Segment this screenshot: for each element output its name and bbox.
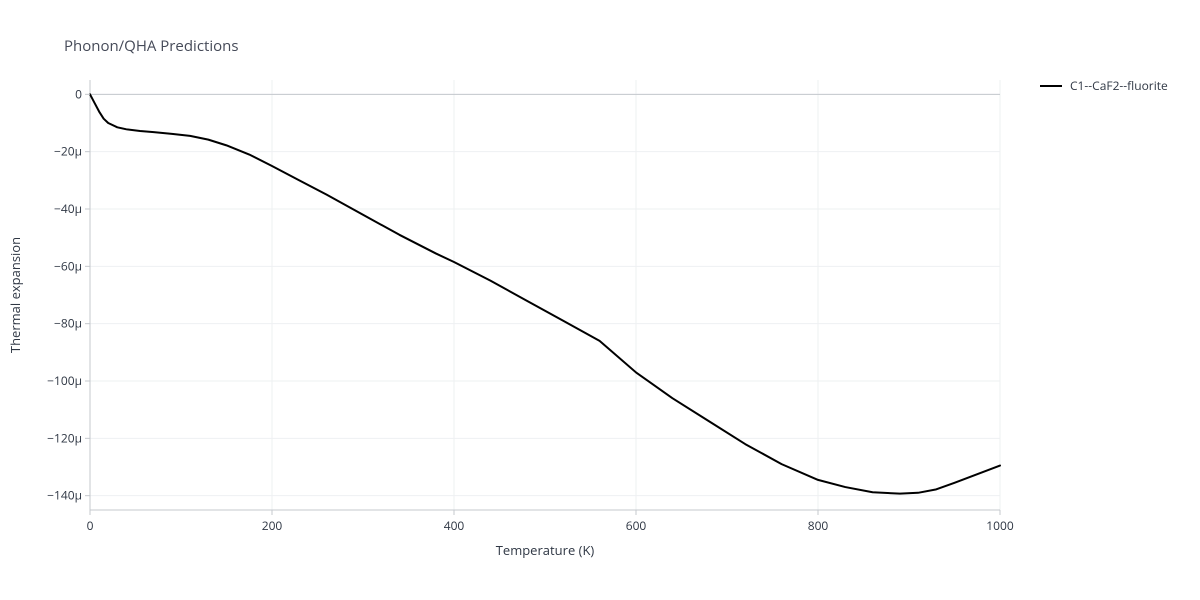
y-tick-label: −140μ — [47, 487, 82, 504]
chart-container: Phonon/QHA Predictions 0 200 400 600 800 1000… — [0, 0, 1200, 600]
y-tick-label: −120μ — [47, 429, 82, 446]
y-tick-label: 0 — [75, 85, 82, 102]
series-layer — [90, 94, 1000, 493]
legend-label: C1--CaF2--fluorite — [1070, 77, 1168, 94]
x-axis-label: Temperature (K) — [496, 541, 595, 559]
y-tick-label: −60μ — [54, 257, 82, 274]
y-tick-label: −40μ — [54, 200, 82, 217]
x-tick-label: 1000 — [986, 517, 1014, 534]
x-tick-label: 0 — [87, 517, 94, 534]
line-chart: 0 200 400 600 800 1000 0 −20μ −40μ −60μ −80μ −100μ −… — [0, 0, 1200, 600]
y-tick-label: −100μ — [47, 372, 82, 389]
y-tick-label: −20μ — [54, 143, 82, 160]
ticks-layer: 0 200 400 600 800 1000 0 −20μ −40μ −60μ −80μ −100μ −… — [47, 85, 1014, 534]
x-tick-label: 600 — [626, 517, 647, 534]
x-tick-label: 200 — [262, 517, 283, 534]
y-tick-label: −80μ — [54, 315, 82, 332]
labels-layer: Temperature (K) Thermal expansion — [6, 237, 594, 559]
x-tick-label: 800 — [808, 517, 829, 534]
chart-title: Phonon/QHA Predictions — [64, 36, 239, 56]
series-line — [90, 94, 1000, 493]
legend-layer: C1--CaF2--fluorite — [1040, 77, 1168, 94]
x-tick-label: 400 — [444, 517, 465, 534]
y-axis-label: Thermal expansion — [6, 237, 24, 353]
